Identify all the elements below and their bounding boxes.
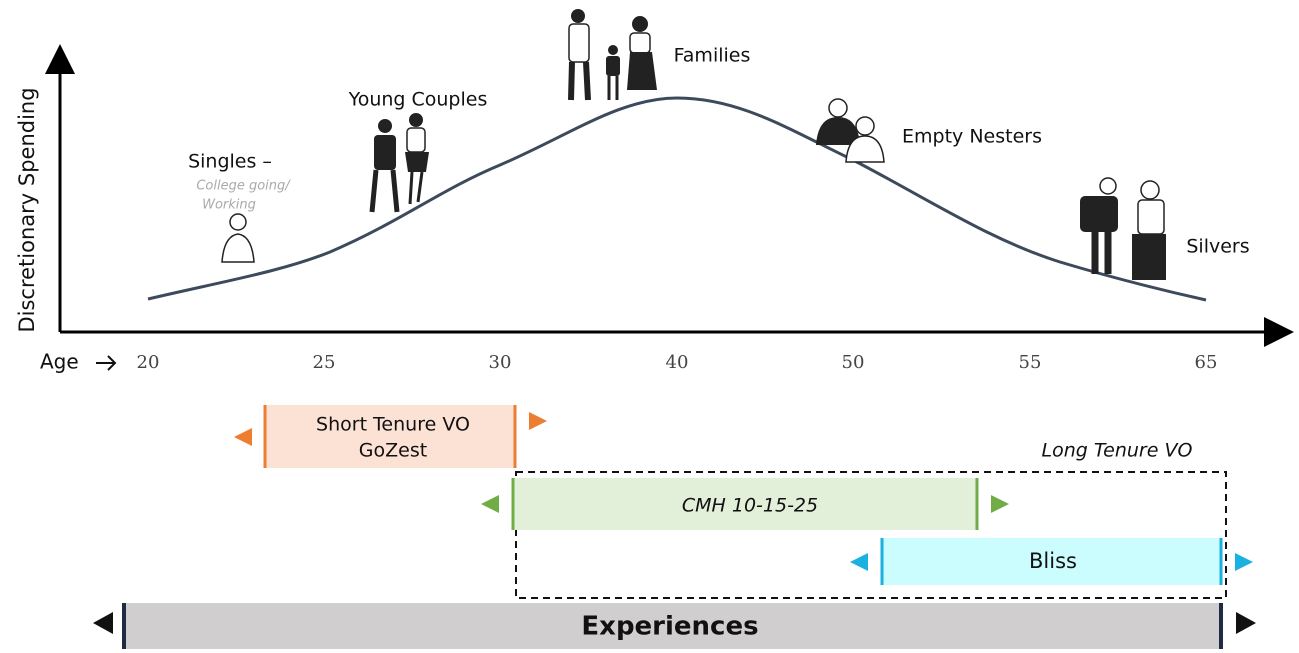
bar-label: GoZest bbox=[359, 440, 427, 462]
ticks: 20 25 30 40 50 55 65 bbox=[137, 352, 1218, 373]
singles-icon bbox=[221, 213, 255, 263]
y-axis-label: Discretionary Spending bbox=[15, 87, 39, 332]
bar-label: Experiences bbox=[581, 612, 758, 642]
families-icon bbox=[568, 9, 657, 101]
stage-label: Young Couples bbox=[348, 89, 488, 111]
stage-sublabel: College going/ bbox=[196, 179, 291, 194]
long-tenure-box bbox=[515, 471, 1227, 599]
stage-label: Singles – bbox=[188, 151, 272, 173]
age-arrow bbox=[96, 355, 117, 371]
age-tick: 55 bbox=[1019, 352, 1042, 373]
stage-label: Families bbox=[674, 45, 751, 67]
age-tick: 25 bbox=[313, 352, 336, 373]
stage-label: Silvers bbox=[1186, 236, 1249, 258]
age-tick: 65 bbox=[1195, 352, 1218, 373]
stage-label: Empty Nesters bbox=[902, 126, 1042, 148]
age-tick: 20 bbox=[137, 352, 160, 373]
bar-edge bbox=[263, 405, 517, 468]
experiences-bar bbox=[123, 603, 1222, 649]
couples-icon bbox=[369, 113, 429, 213]
bar-label: Short Tenure VO bbox=[316, 414, 470, 436]
age-tick: 40 bbox=[666, 352, 689, 373]
bar-edge bbox=[122, 603, 1223, 649]
stage-sublabel: Working bbox=[202, 198, 256, 213]
empty-nesters-icon bbox=[816, 98, 885, 163]
bar-edge bbox=[511, 478, 979, 530]
age-tick: 50 bbox=[842, 352, 865, 373]
silvers-icon bbox=[1080, 177, 1166, 280]
x-axis-label: Age bbox=[40, 350, 79, 374]
spending-curve bbox=[147, 96, 1207, 302]
short-tenure-bar bbox=[265, 405, 515, 468]
bar-label: Bliss bbox=[1029, 549, 1077, 573]
bar-label: CMH 10-15-25 bbox=[682, 495, 818, 517]
long-tenure-label: Long Tenure VO bbox=[1042, 440, 1193, 462]
bar-edge bbox=[880, 538, 1223, 585]
age-tick: 30 bbox=[489, 352, 512, 373]
bliss-bar bbox=[882, 538, 1222, 585]
cmh-bar bbox=[512, 478, 978, 530]
